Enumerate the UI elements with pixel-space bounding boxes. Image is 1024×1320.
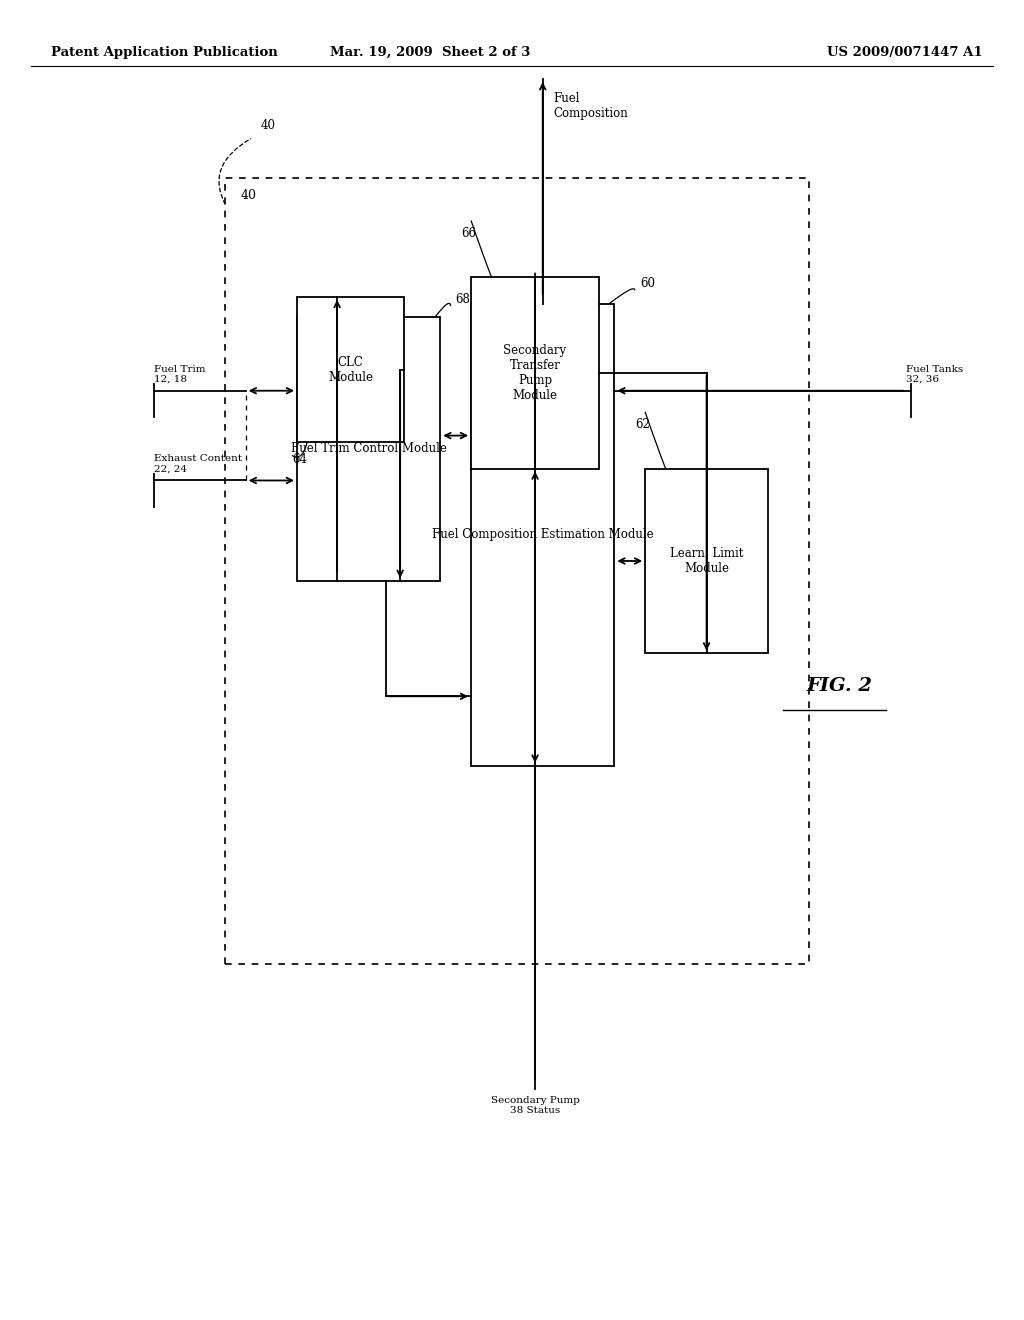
Text: CLC
Module: CLC Module [329, 355, 373, 384]
Bar [471, 304, 614, 766]
Text: Learn  Limit
Module: Learn Limit Module [670, 546, 743, 576]
Text: 60: 60 [640, 277, 655, 290]
Text: Mar. 19, 2009  Sheet 2 of 3: Mar. 19, 2009 Sheet 2 of 3 [330, 46, 530, 59]
Text: Secondary
Transfer
Pump
Module: Secondary Transfer Pump Module [504, 345, 566, 401]
Bar [225, 178, 809, 964]
Text: 64: 64 [292, 453, 307, 466]
Text: Fuel Tanks
32, 36: Fuel Tanks 32, 36 [906, 364, 964, 384]
Text: Fuel
Composition: Fuel Composition [553, 92, 628, 120]
Text: 40: 40 [241, 189, 257, 202]
Text: Fuel Trim
12, 18: Fuel Trim 12, 18 [154, 364, 205, 384]
Bar [297, 297, 404, 442]
Text: 40: 40 [261, 119, 276, 132]
Text: Fuel Trim Control Module: Fuel Trim Control Module [291, 442, 446, 455]
Text: US 2009/0071447 A1: US 2009/0071447 A1 [827, 46, 983, 59]
Text: 66: 66 [461, 227, 476, 240]
Bar [297, 317, 440, 581]
Text: Fuel Composition Estimation Module: Fuel Composition Estimation Module [432, 528, 653, 541]
Text: Patent Application Publication: Patent Application Publication [51, 46, 278, 59]
Bar [645, 469, 768, 653]
Text: 62: 62 [635, 418, 650, 432]
Text: Secondary Pump
38 Status: Secondary Pump 38 Status [490, 1096, 580, 1115]
Text: 68: 68 [456, 293, 471, 306]
Text: Exhaust Content
22, 24: Exhaust Content 22, 24 [154, 454, 242, 474]
Text: FIG. 2: FIG. 2 [807, 677, 872, 696]
Bar [471, 277, 599, 469]
